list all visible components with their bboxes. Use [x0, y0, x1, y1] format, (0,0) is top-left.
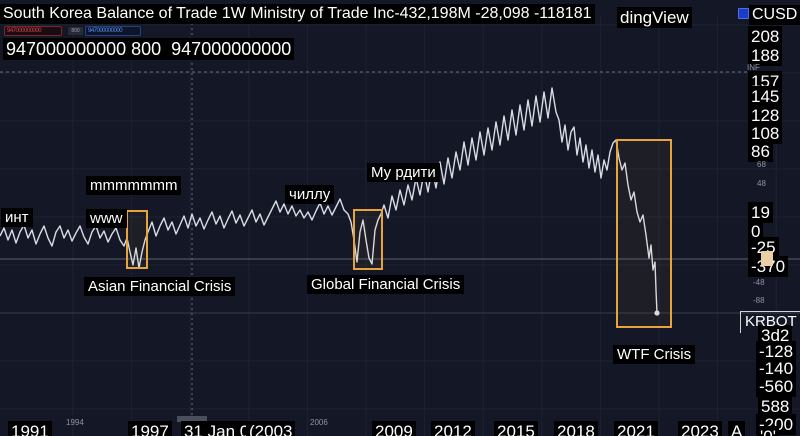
pane-symbol-label: KRBOT [740, 311, 800, 333]
current-price-marker [761, 251, 773, 266]
time-axis-tick: 1994 [66, 418, 84, 427]
time-axis-tick: 2015 [494, 421, 538, 436]
price-axis-tick: 208 [748, 26, 783, 48]
chart-text-annotation[interactable]: Global Financial Crisis [307, 275, 465, 294]
time-axis-tick: A [728, 421, 746, 436]
price-axis-tick: -370 [748, 256, 789, 278]
indicator-values: 947000000000 800 947000000000 [3, 38, 295, 61]
price-axis-tick: -140 [756, 358, 797, 380]
price-axis-tick: 188 [748, 45, 783, 67]
price-axis-tick: -48 [753, 278, 765, 287]
crisis-highlight-box[interactable] [126, 210, 148, 269]
price-axis-tick: INF [747, 63, 760, 72]
time-axis-tick: 2006 [310, 418, 328, 427]
price-axis-tick: 145 [748, 86, 783, 108]
time-axis-tick: 2021 [614, 421, 658, 436]
chart-text-annotation[interactable]: www [86, 209, 127, 228]
symbol-title[interactable]: South Korea Balance of Trade 1W Ministry… [3, 5, 395, 22]
crisis-highlight-box[interactable] [616, 139, 672, 328]
price-axis-tick: 86 [748, 141, 773, 163]
price-axis-tick: '0' [757, 426, 779, 436]
time-axis-tick: 1997 [128, 421, 172, 436]
buy-button[interactable]: 947000000000 [85, 26, 141, 36]
price-axis-tick: 128 [748, 105, 783, 127]
price-axis-tick: 0 [748, 221, 764, 243]
time-axis-tick: (2003 [246, 421, 296, 436]
legend-row[interactable]: South Korea Balance of Trade 1W Ministry… [0, 4, 595, 24]
tradingview-watermark: dingView [617, 7, 692, 29]
time-axis-tick: 2018 [554, 421, 598, 436]
chart-text-annotation[interactable]: Asian Financial Crisis [84, 277, 236, 296]
price-axis-tick: -88 [753, 296, 765, 305]
symbol-watermark: CUSD [749, 5, 800, 25]
spread-label: 800 [68, 27, 83, 35]
chart-text-annotation[interactable]: Му рдити [367, 163, 440, 182]
time-axis-tick: 1991 [8, 421, 52, 436]
blue-square-icon [738, 8, 749, 19]
price-axis-tick: 588 [758, 396, 793, 418]
time-axis-tick: 2023 [678, 421, 722, 436]
chart-text-annotation[interactable]: WTF Crisis [613, 345, 696, 364]
time-axis-tick: 31 Jan 0 [181, 421, 253, 436]
legend-values: -432,198M -28,098 -118181 [394, 5, 592, 22]
price-axis-tick: -128 [756, 341, 797, 363]
time-axis-tick: 2012 [431, 421, 475, 436]
crosshair-date-box [177, 416, 207, 422]
chart-text-annotation[interactable]: инт [1, 208, 33, 227]
sell-button[interactable]: 947000000000 [4, 26, 62, 36]
chart-text-annotation[interactable]: mmmmmmm [86, 176, 182, 195]
price-axis-tick: 68 [757, 160, 766, 169]
time-axis-tick: 2009 [372, 421, 416, 436]
price-axis-tick: 19 [748, 202, 773, 224]
chart-text-annotation[interactable]: чиллу [285, 185, 335, 204]
crisis-highlight-box[interactable] [353, 209, 383, 270]
price-axis-tick: 48 [757, 179, 766, 188]
price-axis-tick: 108 [748, 123, 783, 145]
price-axis-tick: -560 [756, 376, 797, 398]
price-axis-tick: 3d2 [758, 325, 793, 347]
